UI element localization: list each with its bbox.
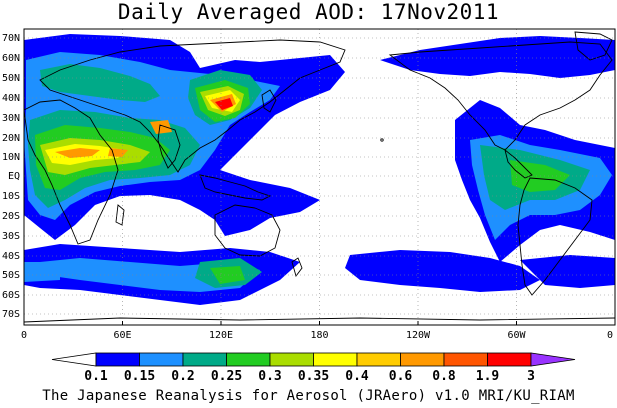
lat-label: 10N [2,152,20,163]
coastlines [24,31,615,323]
map-title: Daily Averaged AOD: 17Nov2011 [117,0,500,24]
colorbar-label: 0.4 [345,369,369,384]
lat-label: 40S [2,251,20,262]
lat-label: 70N [2,33,20,44]
lat-label: 50S [2,270,20,281]
lat-label: 30N [2,113,20,124]
lon-label: 0 [21,330,27,341]
lon-label: 60E [113,330,131,341]
colorbar-label: 0.3 [258,369,281,384]
lat-label: 60S [2,290,20,301]
colorbar-label: 0.1 [84,369,108,384]
lat-label: 20N [2,133,20,144]
colorbar-label: 3 [527,369,535,384]
lon-labels: 0 60E 120E 180 120W 60W 0 [21,330,613,341]
colorbar-label: 0.25 [211,369,242,384]
lon-label: 0 [607,330,613,341]
colorbar-segment [95,352,140,367]
footer-credit: The Japanese Reanalysis for Aerosol (JRA… [42,388,575,404]
lat-label: EQ [8,171,20,182]
colorbar: 0.1 0.15 0.2 0.25 0.3 0.35 0.4 0.6 0.8 1… [51,352,576,384]
colorbar-cap-high [530,352,576,367]
axis-ticks [23,321,616,325]
colorbar-label: 0.35 [298,369,329,384]
colorbar-segment [269,352,314,367]
graticule [24,29,615,325]
colorbar-segment [182,352,227,367]
lat-label: 60N [2,53,20,64]
lon-label: 120E [209,330,233,341]
colorbar-label: 1.9 [476,369,499,384]
lon-label: 120W [406,330,431,341]
lat-label: 50N [2,73,20,84]
colorbar-segment [226,352,271,367]
colorbar-cap-low [51,352,97,367]
colorbar-segment [443,352,488,367]
colorbar-label: 0.2 [171,369,194,384]
colorbar-label: 0.8 [432,369,456,384]
colorbar-segment [139,352,184,367]
lat-label: 10S [2,191,20,202]
colorbar-segments [51,352,576,367]
colorbar-segment [400,352,445,367]
lat-label: 70S [2,309,20,320]
colorbar-segment [313,352,358,367]
colorbar-label: 0.6 [389,369,413,384]
lon-label: 60W [507,330,526,341]
aod-level-9-regions [215,98,233,110]
colorbar-labels: 0.1 0.15 0.2 0.25 0.3 0.35 0.4 0.6 0.8 1… [84,369,535,384]
colorbar-label: 0.15 [124,369,155,384]
lat-label: 20S [2,211,20,222]
lon-label: 180 [310,330,328,341]
colorbar-segment [356,352,401,367]
lat-label: 30S [2,231,20,242]
lat-labels: 70N 60N 50N 40N 30N 20N 10N EQ 10S 20S 3… [2,33,20,320]
lat-label: 40N [2,93,20,104]
colorbar-segment [487,352,532,367]
